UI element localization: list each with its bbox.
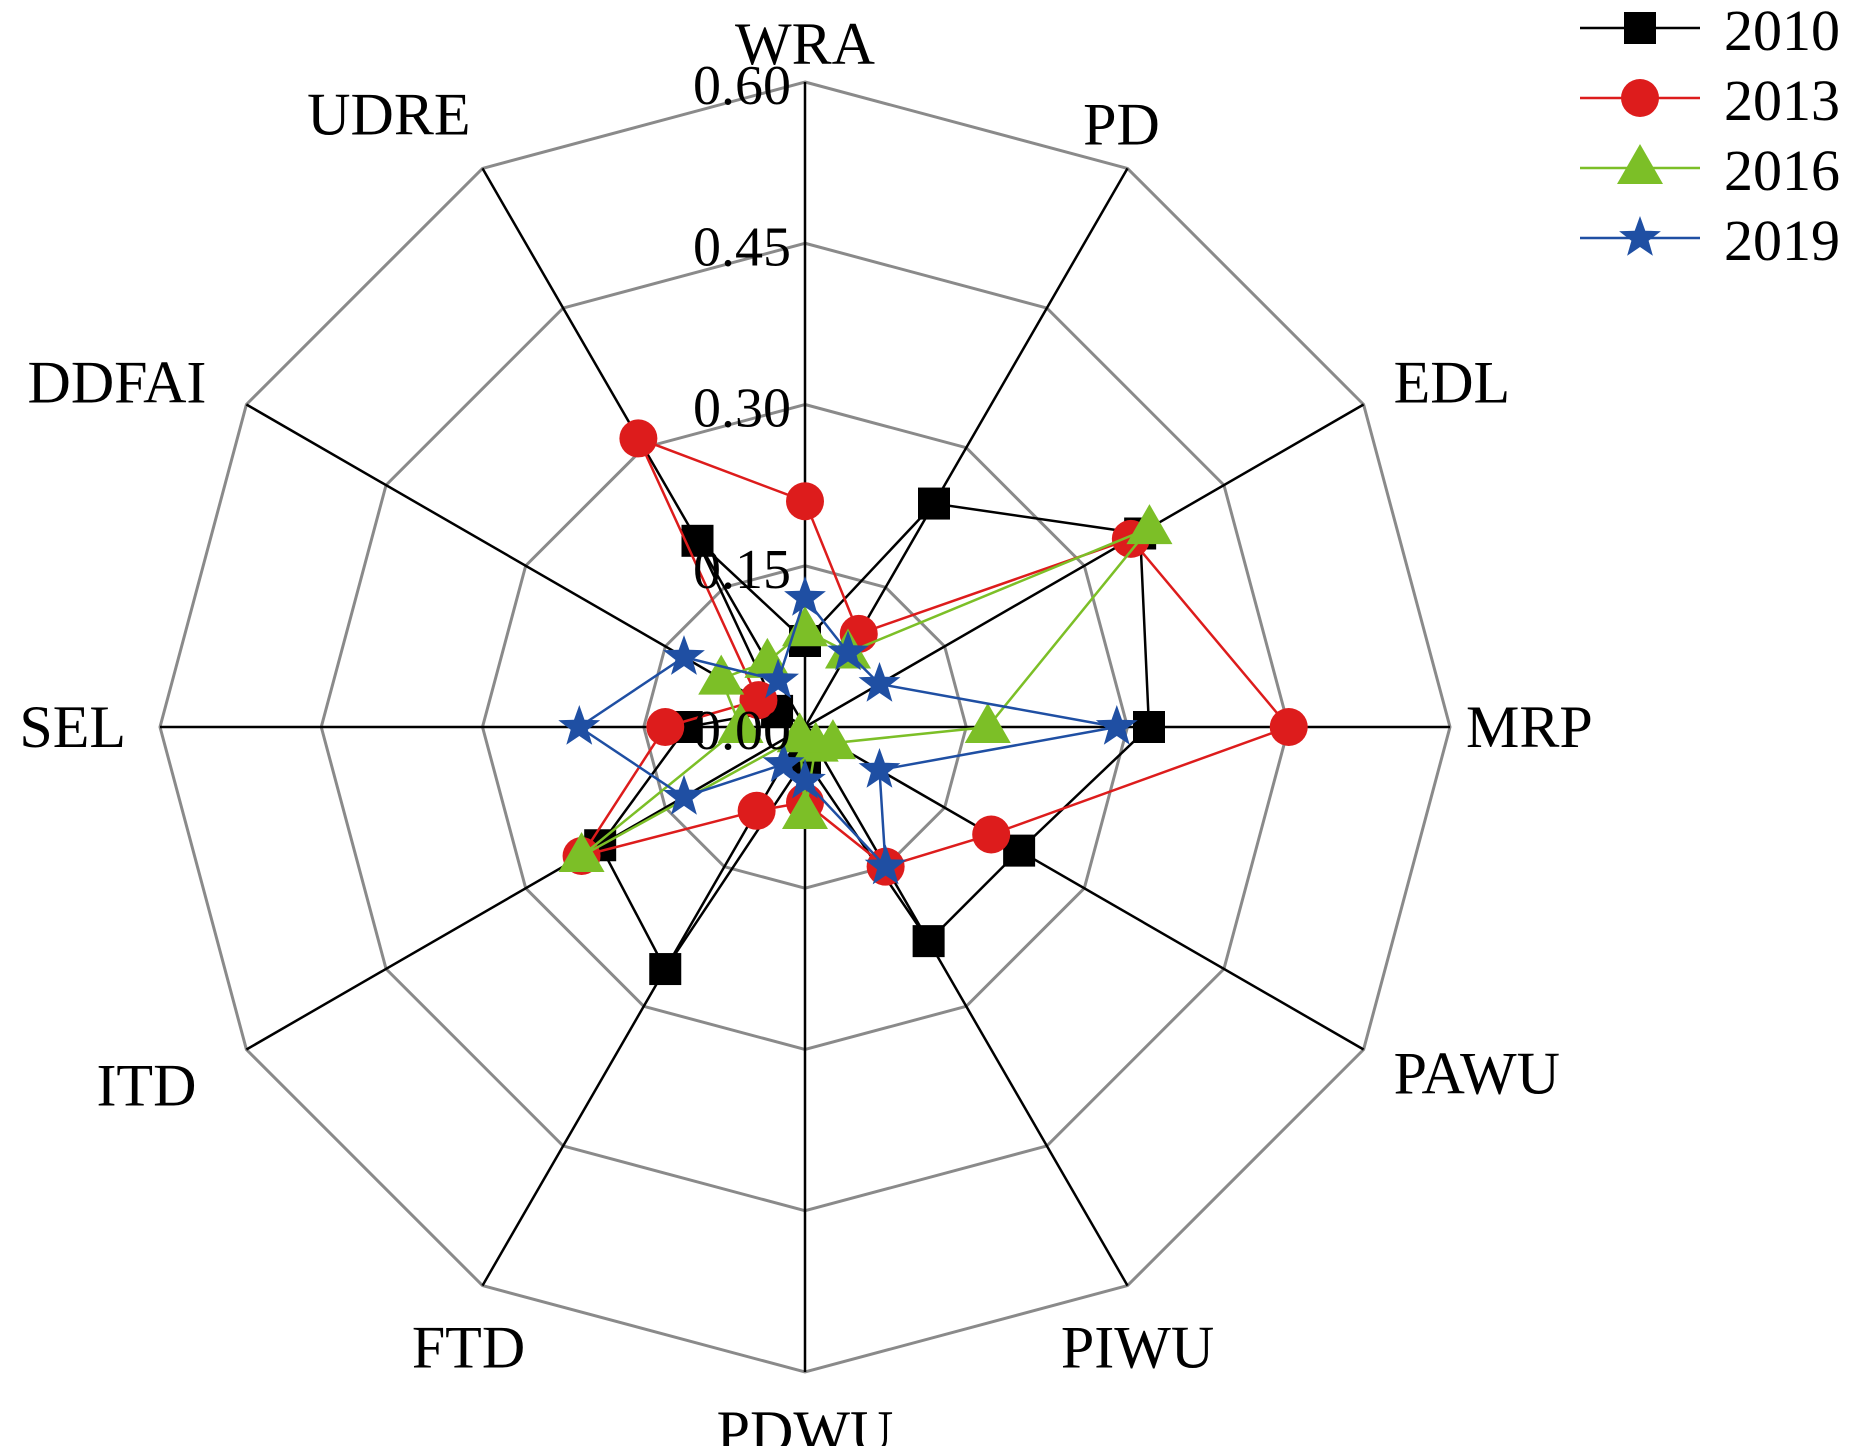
series-2016 [558,504,1173,872]
tick-label-0: 0.00 [693,700,791,762]
legend-item-2010: 2010 [1580,0,1840,63]
point-2010-piwu [912,925,945,958]
point-2013-udre [619,419,658,458]
point-2019-pdwu [784,758,826,799]
tick-label-2: 0.30 [693,378,791,440]
radar-series [558,419,1308,986]
legend-marker-2013 [1621,79,1659,117]
point-2010-pd [918,487,950,520]
legend-label-2019: 2019 [1724,208,1840,273]
point-2019-udre [757,658,799,699]
radial-tick-labels: 0.00 0.15 0.30 0.45 0.60 [693,55,791,762]
point-2019-ftd [762,742,805,782]
point-2019-ddfai [663,635,705,675]
tick-label-3: 0.45 [693,216,791,278]
point-2010-udre [681,524,714,557]
point-2019-sel [558,705,601,745]
point-2016-ddfai [698,654,745,695]
tick-label-4: 0.60 [693,55,791,117]
axis-label-itd: ITD [96,1053,196,1119]
legend-item-2013: 2013 [1580,68,1840,133]
point-2013-mrp [1269,708,1308,746]
axis-label-edl: EDL [1394,350,1511,416]
series-2019 [558,576,1138,885]
point-2016-mrp [964,703,1011,743]
legend-marker-2016 [1617,144,1663,184]
legend-label-2016: 2016 [1724,138,1840,203]
point-2019-pd [827,630,869,671]
spoke-pawu [804,725,1365,1051]
point-2019-itd [663,774,705,815]
point-2019-piwu [864,844,907,885]
axis-labels: WRA PD EDL MRP PAWU PIWU PDWU FTD ITD SEL DDFAI UDR… [19,11,1592,1446]
legend-marker-2010 [1624,12,1656,44]
point-2013-pawu [972,815,1011,854]
point-2019-pawu [858,748,901,788]
point-2010-mrp [1133,711,1165,743]
point-2019-wra [784,576,826,616]
point-2016-sel [717,703,764,743]
point-2016-pdwu [782,789,828,829]
point-2013-wra [786,482,824,521]
point-2019-edl [858,662,901,702]
legend-item-2019: 2019 [1580,208,1840,273]
axis-label-pawu: PAWU [1394,1041,1560,1107]
point-2016-itd [558,832,605,872]
spoke-piwu [803,726,1129,1287]
point-2019-mrp [1095,705,1138,745]
axis-label-sel: SEL [19,694,126,760]
point-2010-ftd [649,953,682,986]
spoke-edl [804,403,1365,729]
point-2013-ftd [737,791,776,830]
axis-label-ftd: FTD [412,1315,525,1381]
axis-label-pd: PD [1083,91,1160,157]
spoke-itd [245,725,806,1051]
legend-item-2016: 2016 [1580,138,1840,203]
axis-label-wra: WRA [735,11,875,77]
legend-marker-2019 [1619,216,1661,256]
axis-label-ddfai: DDFAI [28,350,207,416]
axis-label-udre: UDRE [307,81,470,147]
tick-label-1: 0.15 [693,539,791,601]
point-2013-sel [646,708,685,746]
legend-label-2013: 2013 [1724,68,1840,133]
legend-label-2010: 2010 [1724,0,1840,63]
axis-label-mrp: MRP [1466,694,1593,760]
axis-label-piwu: PIWU [1061,1315,1214,1381]
axis-label-pdwu: PDWU [717,1399,894,1446]
point-2016-edl [1126,504,1173,545]
point-2016-ftd [776,712,823,753]
